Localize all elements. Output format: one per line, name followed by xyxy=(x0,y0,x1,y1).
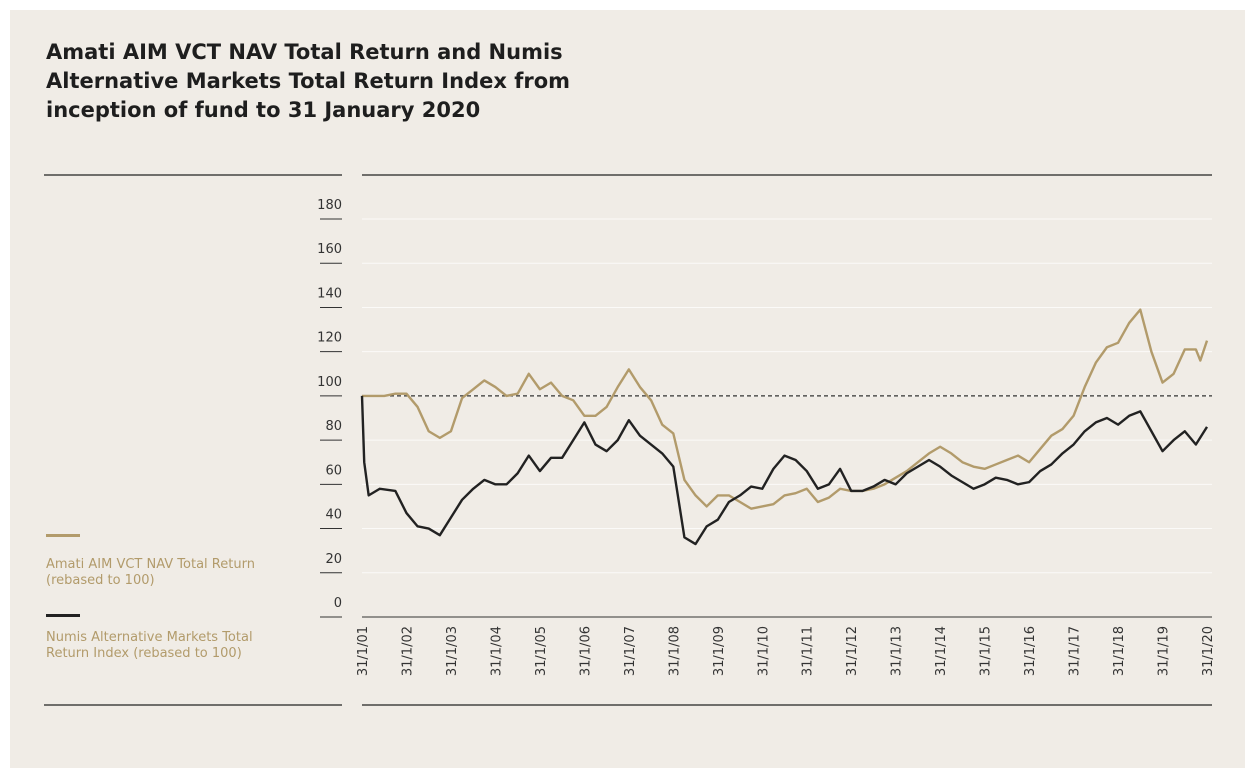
x-tick-label: 31/1/01 xyxy=(356,626,371,676)
x-tick-label: 31/1/13 xyxy=(890,626,905,676)
x-tick-label: 31/1/02 xyxy=(400,626,415,676)
background xyxy=(10,10,1245,768)
y-tick-label: 100 xyxy=(317,375,342,390)
y-tick-label: 80 xyxy=(325,419,342,434)
x-tick-label: 31/1/10 xyxy=(756,626,771,676)
x-tick-label: 31/1/09 xyxy=(712,626,727,676)
y-tick-label: 180 xyxy=(317,198,342,213)
y-tick-label: 140 xyxy=(317,286,342,301)
x-tick-label: 31/1/12 xyxy=(845,626,860,676)
x-tick-label: 31/1/05 xyxy=(534,626,549,676)
data-line xyxy=(362,308,1209,510)
x-tick-label: 31/1/11 xyxy=(801,626,816,676)
x-tick-label: 31/1/03 xyxy=(445,626,460,676)
legend-entry: Numis Alternative Markets Total Return I… xyxy=(46,630,253,661)
x-tick-label: 31/1/15 xyxy=(979,626,994,676)
legend-entry: Amati AIM VCT NAV Total Return (rebased … xyxy=(46,557,255,588)
x-tick-label: 31/1/18 xyxy=(1112,626,1127,676)
data-line xyxy=(360,395,1209,546)
legend-swatch xyxy=(46,534,80,537)
x-tick-label: 31/1/16 xyxy=(1023,626,1038,676)
x-tick-label: 31/1/08 xyxy=(667,626,682,676)
y-tick-label: 20 xyxy=(325,552,342,567)
x-tick-label: 31/1/19 xyxy=(1157,626,1172,676)
x-tick-label: 31/1/20 xyxy=(1201,626,1216,676)
legend-swatch xyxy=(46,614,80,617)
chart-title: Amati AIM VCT NAV Total Return and Numis… xyxy=(46,40,571,122)
x-tick-label: 31/1/07 xyxy=(623,626,638,676)
x-tick-label: 31/1/17 xyxy=(1068,626,1083,676)
y-tick-label: 160 xyxy=(317,242,342,257)
y-tick-label: 0 xyxy=(334,596,342,611)
y-tick-label: 60 xyxy=(325,463,342,478)
x-tick-label: 31/1/06 xyxy=(578,626,593,676)
y-tick-label: 120 xyxy=(317,331,342,346)
y-tick-label: 40 xyxy=(325,508,342,523)
x-tick-label: 31/1/04 xyxy=(489,626,504,676)
x-tick-label: 31/1/14 xyxy=(934,626,949,676)
